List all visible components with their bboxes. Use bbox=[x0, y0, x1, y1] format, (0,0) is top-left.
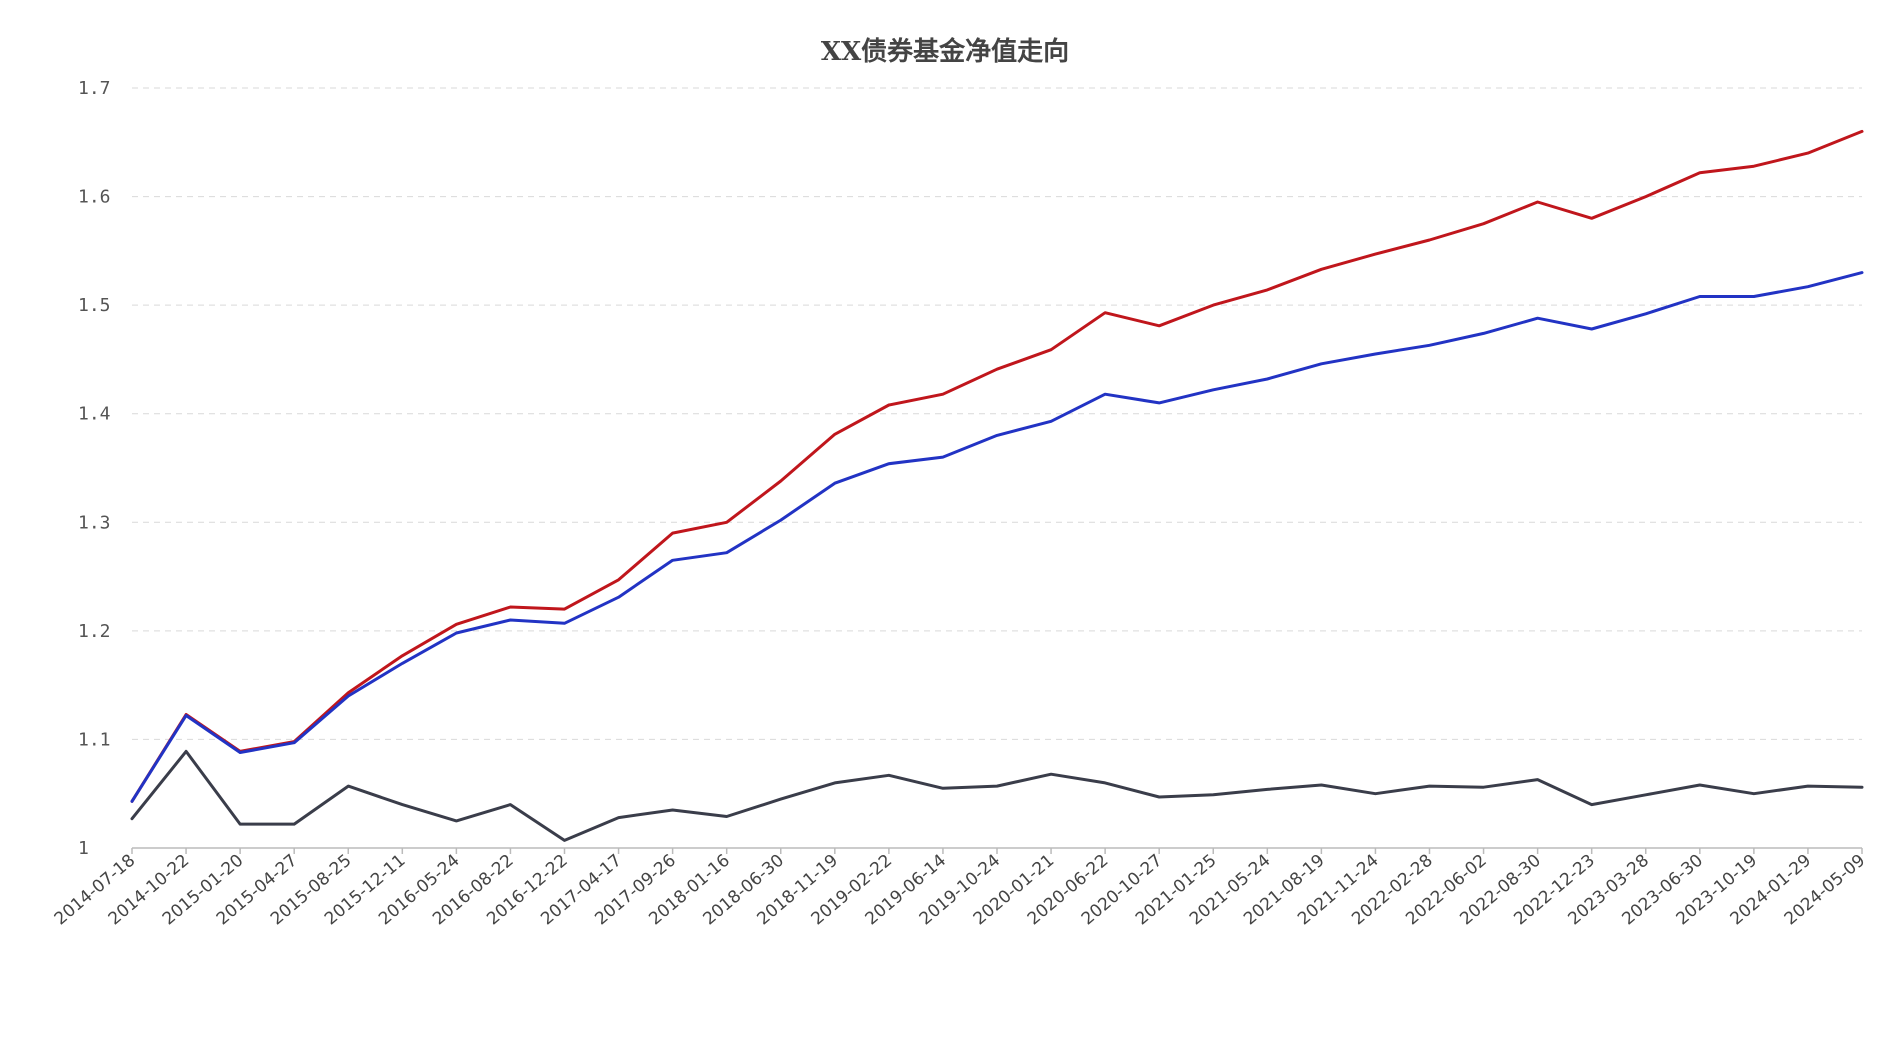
y-tick-label: 1.3 bbox=[78, 512, 111, 533]
y-tick-labels: 1 1.1 1.2 1.3 1.4 1.5 1.6 1.7 bbox=[78, 78, 111, 859]
y-tick-label: 1.5 bbox=[78, 295, 111, 316]
series-line-3 bbox=[130, 749, 1864, 842]
grid-layer bbox=[132, 87, 1862, 740]
y-tick-label: 1.4 bbox=[78, 404, 111, 425]
chart-title: XX债券基金净值走向 bbox=[821, 36, 1069, 67]
y-tick-label: 1.7 bbox=[78, 78, 111, 99]
axis-layer bbox=[131, 847, 1863, 854]
series-line-1 bbox=[130, 129, 1864, 803]
series-layer bbox=[130, 129, 1864, 842]
y-tick-label: 1 bbox=[78, 838, 89, 859]
series-line-2 bbox=[130, 271, 1864, 803]
y-tick-label: 1.2 bbox=[78, 621, 111, 642]
y-tick-label: 1.6 bbox=[78, 187, 111, 208]
x-tick-labels: 2014-07-182014-10-222015-01-202015-04-27… bbox=[51, 851, 1870, 930]
y-tick-label: 1.1 bbox=[78, 729, 111, 750]
